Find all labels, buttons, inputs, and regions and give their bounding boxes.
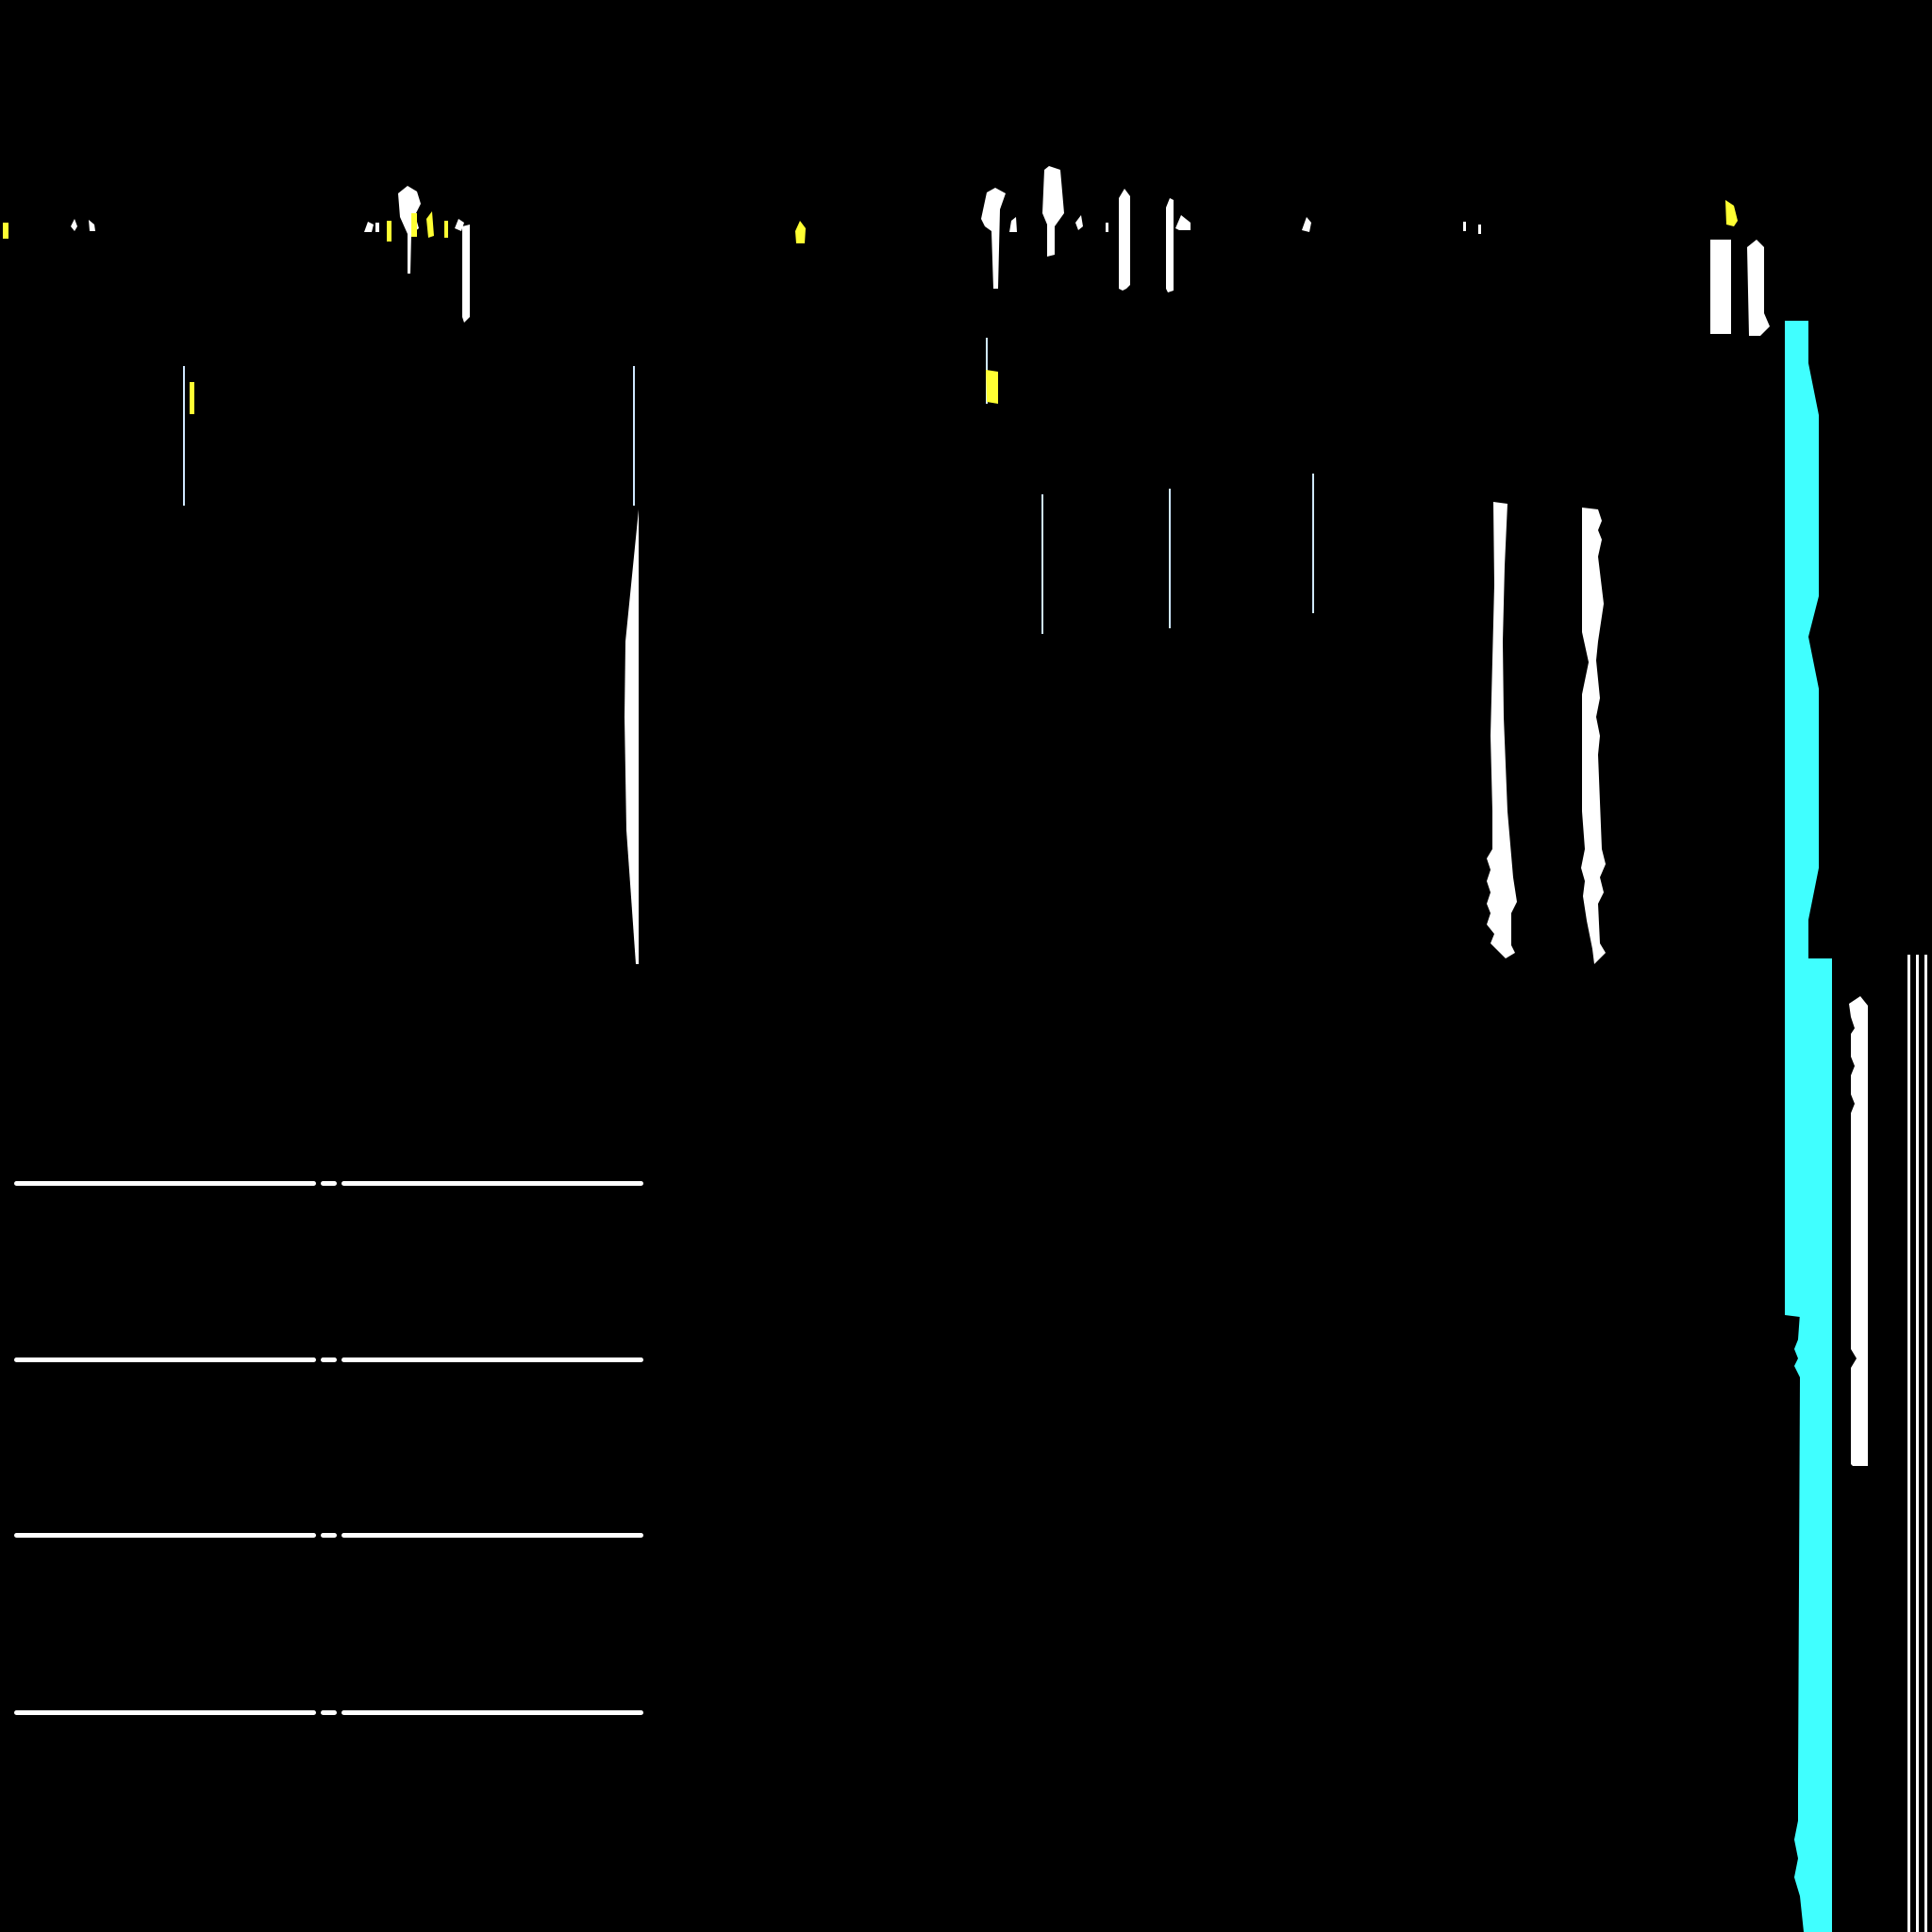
divider-long-right <box>341 1357 643 1362</box>
top-fragment-strip <box>3 166 1770 336</box>
divider-row <box>14 1357 643 1362</box>
divider-long-right <box>341 1710 643 1715</box>
divider-short-middle <box>321 1533 337 1538</box>
white-column <box>1487 502 1517 958</box>
divider-long-right <box>341 1181 643 1186</box>
yellow-fragment <box>444 221 448 238</box>
white-fragment <box>455 219 464 231</box>
divider-short-middle <box>321 1710 337 1715</box>
white-fragment <box>1747 240 1770 336</box>
divider-row <box>14 1181 643 1186</box>
frame-edge-line <box>1924 955 1927 1932</box>
yellow-fragment <box>986 370 998 404</box>
frame-edge-line <box>1907 955 1910 1932</box>
divider-long-left <box>14 1710 316 1715</box>
white-fragment <box>1166 198 1174 292</box>
white-sliver <box>625 509 639 964</box>
white-fragment <box>981 188 1006 289</box>
right-white-shapes <box>1849 955 1927 1932</box>
white-fragment <box>364 222 374 232</box>
white-column <box>1581 508 1606 964</box>
white-fragment <box>71 219 77 231</box>
divider-short-middle <box>321 1357 337 1362</box>
thin-vertical-line <box>1041 494 1043 634</box>
right-cyan-band <box>1785 321 1832 1932</box>
white-fragment <box>1175 215 1191 230</box>
cyan-band-upper <box>1785 321 1832 1932</box>
white-fragment <box>1463 222 1466 231</box>
divider-long-right <box>341 1533 643 1538</box>
white-fragment <box>1119 189 1130 291</box>
white-fragment <box>1302 217 1311 232</box>
yellow-fragment <box>411 213 417 237</box>
cyan-notch <box>1785 1304 1809 1317</box>
divider-long-left <box>14 1357 316 1362</box>
thin-vertical-line <box>633 366 635 506</box>
white-fragment <box>375 223 379 232</box>
white-fragment <box>1042 166 1064 257</box>
divider-row <box>14 1533 643 1538</box>
thin-vertical-line <box>1169 489 1171 628</box>
yellow-fragment <box>1725 200 1738 226</box>
white-fragment <box>462 225 470 323</box>
white-fragment <box>398 186 421 274</box>
white-fragment <box>1710 240 1731 334</box>
white-fragment <box>1106 223 1108 232</box>
frame-edge-line <box>1916 955 1919 1932</box>
white-fragment <box>1009 217 1017 232</box>
divider-row <box>14 1710 643 1715</box>
white-fragment <box>1478 225 1481 234</box>
middle-fragments <box>183 338 1606 964</box>
yellow-fragment <box>190 382 194 414</box>
thin-vertical-line <box>1312 474 1314 613</box>
yellow-fragment <box>795 221 806 243</box>
yellow-fragment <box>387 221 391 242</box>
yellow-fragment <box>426 211 434 238</box>
divider-short-middle <box>321 1181 337 1186</box>
divider-long-left <box>14 1181 316 1186</box>
horizontal-dividers <box>14 1181 643 1715</box>
white-fragment <box>89 220 95 231</box>
divider-long-left <box>14 1533 316 1538</box>
white-fragment <box>1075 215 1083 230</box>
white-column <box>1849 996 1868 1466</box>
yellow-fragment <box>3 223 8 239</box>
thin-vertical-line <box>183 366 185 506</box>
